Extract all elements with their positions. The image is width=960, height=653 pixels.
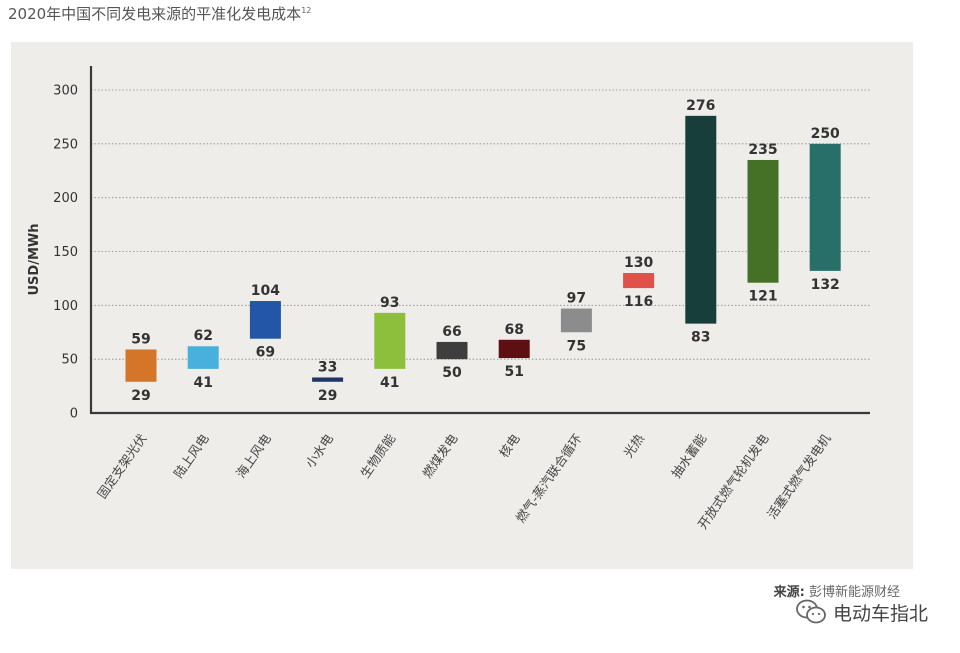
bar-low-label: 29 [318, 388, 337, 404]
bar-12[interactable] [809, 143, 841, 271]
bar-2[interactable] [187, 346, 219, 369]
wechat-icon [796, 599, 826, 624]
x-tick-label: 小水电 [302, 431, 336, 471]
y-tick-label: 200 [53, 191, 78, 206]
x-tick-label: 燃气-蒸汽联合循环 [513, 431, 585, 525]
bar-low-label: 29 [131, 388, 150, 404]
x-tick-label: 生物质能 [357, 431, 398, 481]
x-tick-label: 陆上风电 [171, 431, 212, 481]
bar-6[interactable] [436, 341, 468, 360]
bar-high-label: 130 [624, 255, 653, 271]
bar-8[interactable] [560, 308, 592, 333]
bar-high-label: 66 [442, 324, 461, 340]
chart-title-text: 2020年中国不同发电来源的平准化发电成本 [8, 5, 302, 23]
bar-high-label: 33 [318, 359, 337, 375]
y-axis-title: USD/MWh [27, 224, 42, 296]
x-tick-label: 固定支架光伏 [94, 431, 150, 501]
y-tick-label: 100 [53, 299, 78, 314]
bar-7[interactable] [498, 339, 530, 359]
bar-10[interactable] [685, 115, 717, 324]
gridlines [91, 89, 870, 360]
watermark-text: 电动车指北 [832, 602, 928, 625]
bar-high-label: 250 [811, 126, 840, 142]
x-tick-label: 核电 [496, 431, 523, 460]
labels: 59 29 固定支架光伏 62 41 陆上风电 104 69 海上风电 33 29 小水电 93 41 生物… [94, 98, 840, 532]
y-tick-label: 300 [53, 84, 78, 99]
bar-3[interactable] [249, 301, 281, 339]
bar-low-label: 116 [624, 294, 653, 310]
bar-high-label: 62 [193, 328, 212, 344]
bar-high-label: 68 [504, 322, 523, 338]
x-tick-label: 海上风电 [233, 431, 274, 481]
bar-low-label: 121 [748, 289, 777, 305]
bar-low-label: 41 [380, 375, 399, 391]
y-tick-label: 0 [70, 407, 78, 422]
title-footnote-ref: 12 [301, 6, 312, 15]
axes: 0 50 100 150 200 250 300 USD/MWh [27, 66, 870, 422]
bar-high-label: 104 [251, 283, 280, 299]
x-tick-label: 活塞式燃气发电机 [764, 431, 834, 522]
x-tick-label: 抽水蓄能 [668, 431, 709, 481]
x-tick-label: 开放式燃气轮机发电 [695, 431, 772, 532]
bar-low-label: 75 [567, 338, 586, 354]
bars [125, 115, 841, 382]
y-tick-label: 50 [61, 353, 78, 368]
bar-9[interactable] [623, 273, 655, 289]
bar-high-label: 235 [748, 142, 777, 158]
bar-low-label: 51 [504, 364, 523, 380]
source-text: 彭博新能源财经 [808, 585, 900, 600]
bar-5[interactable] [374, 312, 406, 369]
y-tick-label: 150 [53, 245, 78, 260]
bar-4[interactable] [312, 377, 344, 382]
bar-high-label: 59 [131, 331, 150, 347]
bar-low-label: 132 [811, 277, 840, 293]
bar-high-label: 276 [686, 98, 715, 114]
bar-low-label: 69 [256, 345, 275, 361]
bar-1[interactable] [125, 349, 157, 382]
source-label: 来源: [773, 585, 805, 600]
bar-low-label: 83 [691, 330, 710, 346]
bar-11[interactable] [747, 159, 779, 283]
x-tick-label: 光热 [620, 431, 647, 460]
bar-low-label: 50 [442, 365, 462, 381]
source-note: 来源: 彭博新能源财经 [774, 581, 900, 600]
chart-title: 2020年中国不同发电来源的平准化发电成本12 [8, 3, 311, 24]
watermark: 电动车指北 [795, 598, 928, 626]
bar-high-label: 93 [380, 295, 399, 311]
x-tick-label: 燃煤发电 [419, 431, 460, 481]
y-tick-label: 250 [53, 137, 78, 152]
bar-high-label: 97 [567, 291, 586, 307]
bar-low-label: 41 [193, 375, 212, 391]
